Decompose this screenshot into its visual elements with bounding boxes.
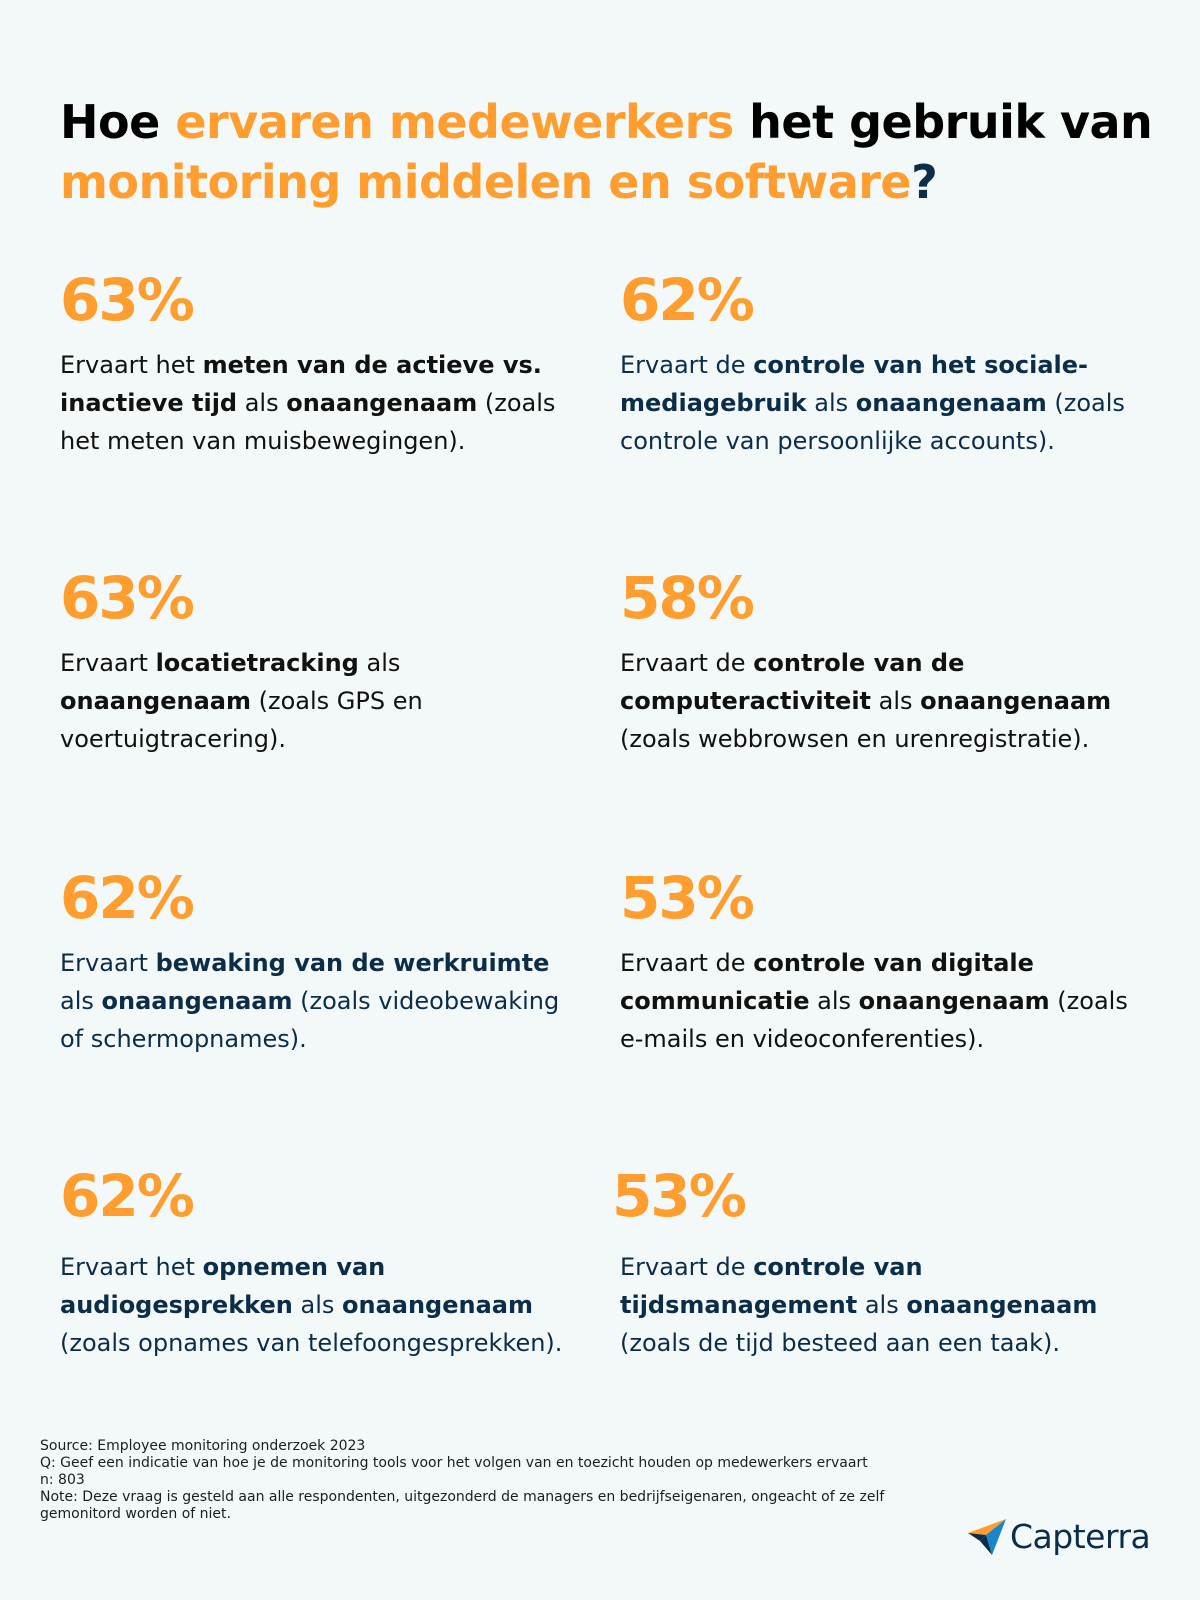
desc-text: Ervaart de: [620, 649, 754, 677]
desc-bold: onaangenaam: [101, 987, 293, 1015]
stat-percent: 62%: [620, 266, 755, 334]
desc-bold: onaangenaam: [855, 389, 1047, 417]
capterra-arrow-icon: [968, 1519, 1006, 1555]
desc-bold: onaangenaam: [858, 987, 1050, 1015]
desc-text: (zoals de tijd besteed aan een taak).: [620, 1329, 1061, 1357]
stat-block: 62% Ervaart bewaking van de werkruimte a…: [60, 866, 580, 1058]
stat-percent: 53%: [612, 1162, 747, 1230]
desc-text: als: [806, 389, 856, 417]
desc-text: Ervaart de: [620, 949, 754, 977]
desc-text: (zoals GPS en voertuigtracering).: [60, 687, 423, 753]
stat-block: 62% Ervaart de controle van het sociale-…: [620, 268, 1140, 460]
desc-text: Ervaart de: [620, 351, 754, 379]
desc-bold: onaangenaam: [342, 1291, 533, 1319]
desc-text: als: [871, 687, 921, 715]
desc-text: (zoals controle van persoonlijke account…: [620, 389, 1125, 455]
desc-text: als: [60, 987, 102, 1015]
desc-bold: controle van het sociale-mediagebruik: [620, 351, 1089, 417]
title-highlight-2: monitoring middelen en software: [60, 155, 912, 209]
page-title: Hoe ervaren medewerkers het gebruik van …: [60, 92, 1170, 212]
title-part-3: het gebruik van: [733, 95, 1153, 149]
stat-percent: 63%: [60, 564, 195, 632]
footnote-question: Q: Geef een indicatie van hoe je de moni…: [40, 1455, 868, 1471]
desc-text: (zoals opnames van telefoongesprekken).: [60, 1329, 563, 1357]
desc-text: Ervaart: [60, 949, 156, 977]
capterra-logo: Capterra: [966, 1512, 1166, 1560]
stat-description: Ervaart locatietracking als onaangenaam …: [60, 644, 580, 758]
desc-text: als: [358, 649, 401, 677]
stat-description: Ervaart het meten van de actieve vs. ina…: [60, 346, 580, 460]
desc-bold: locatietracking: [155, 649, 359, 677]
desc-text: Ervaart het: [60, 351, 203, 379]
stat-block: 53% Ervaart de controle van digitale com…: [620, 866, 1140, 1058]
footnote: Source: Employee monitoring onderzoek 20…: [40, 1438, 920, 1523]
desc-text: als: [237, 389, 287, 417]
desc-bold: onaangenaam: [920, 687, 1112, 715]
stat-description: Ervaart de controle van de computeractiv…: [620, 644, 1140, 758]
stat-description: Ervaart bewaking van de werkruimte als o…: [60, 944, 580, 1058]
stat-description: Ervaart de controle van tijdsmanagement …: [620, 1248, 1140, 1362]
desc-bold: controle van tijdsmanagement: [620, 1253, 923, 1319]
desc-text: als: [292, 1291, 342, 1319]
stat-percent: 63%: [60, 266, 195, 334]
desc-bold: onaangenaam: [286, 389, 478, 417]
desc-text: (zoals videobewaking of schermopnames).: [60, 987, 560, 1053]
stat-description: Ervaart de controle van het sociale-medi…: [620, 346, 1140, 460]
stat-block: 63% Ervaart locatietracking als onaangen…: [60, 566, 580, 758]
desc-text: (zoals webbrowsen en urenregistratie).: [620, 725, 1090, 753]
desc-text: (zoals het meten van muisbewegingen).: [60, 389, 556, 455]
desc-bold: onaangenaam: [60, 687, 251, 715]
footnote-note: Note: Deze vraag is gesteld aan alle res…: [40, 1489, 885, 1522]
desc-bold: controle van digitale communicatie: [620, 949, 1034, 1015]
title-part-1: Hoe: [60, 95, 176, 149]
desc-bold: controle van de computeractiviteit: [620, 649, 965, 715]
stat-description: Ervaart de controle van digitale communi…: [620, 944, 1140, 1058]
footnote-source: Source: Employee monitoring onderzoek 20…: [40, 1438, 366, 1454]
desc-bold: meten van de actieve vs. inactieve tijd: [60, 351, 542, 417]
stat-percent: 58%: [620, 564, 755, 632]
stat-block: 63% Ervaart het meten van de actieve vs.…: [60, 268, 580, 460]
stat-block: 62% Ervaart het opnemen van audiogesprek…: [60, 1164, 580, 1362]
desc-bold: bewaking van de werkruimte: [155, 949, 550, 977]
stat-percent: 62%: [60, 1162, 195, 1230]
stat-block: 58% Ervaart de controle van de computera…: [620, 566, 1140, 758]
desc-text: Ervaart het: [60, 1253, 203, 1281]
desc-bold: opnemen van audiogesprekken: [60, 1253, 386, 1319]
desc-text: als: [857, 1291, 907, 1319]
title-highlight-1: ervaren medewerkers: [175, 95, 734, 149]
stat-description: Ervaart het opnemen van audiogesprekken …: [60, 1248, 580, 1362]
desc-text: Ervaart: [60, 649, 156, 677]
stat-block: 53% Ervaart de controle van tijdsmanagem…: [612, 1164, 1140, 1362]
desc-text: als: [809, 987, 859, 1015]
capterra-wordmark: Capterra: [1010, 1516, 1151, 1556]
desc-text: Ervaart de: [620, 1253, 754, 1281]
title-question-mark: ?: [911, 155, 938, 209]
desc-text: (zoals e-mails en videoconferenties).: [620, 987, 1128, 1053]
stat-percent: 53%: [620, 864, 755, 932]
footnote-sample-size: n: 803: [40, 1472, 85, 1488]
desc-bold: onaangenaam: [906, 1291, 1098, 1319]
stat-percent: 62%: [60, 864, 195, 932]
